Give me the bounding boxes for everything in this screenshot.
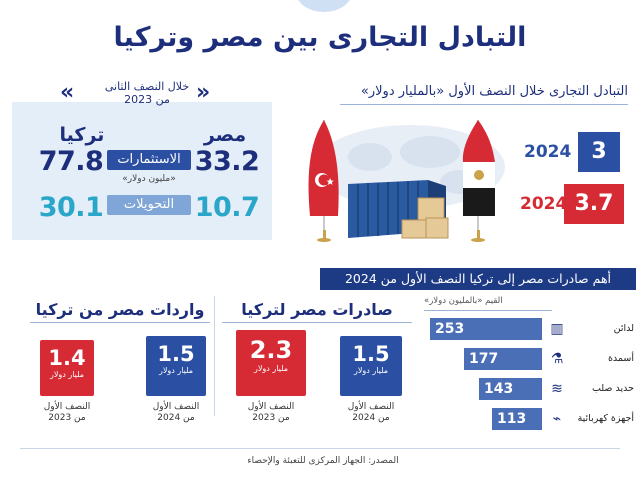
imports-card-2023: 1.4 مليار دولار bbox=[40, 340, 94, 396]
steel-icon: ≋ bbox=[551, 381, 563, 397]
fertilizer-icon: ⚗ bbox=[550, 351, 564, 367]
exports-card-2023-caption-1: النصف الأول bbox=[247, 402, 295, 412]
egypt-transfers-value: 10.7 bbox=[194, 192, 260, 223]
exports-card-2023-unit: مليار دولار bbox=[253, 364, 289, 373]
exports-card-2024-caption-1: النصف الأول bbox=[347, 402, 395, 412]
imports-card-2023-unit: مليار دولار bbox=[49, 370, 85, 379]
first-half-row-2-value: 3.7 bbox=[564, 184, 624, 224]
exports-card-2024-unit: مليار دولار bbox=[353, 366, 389, 375]
export-bar-3-label: حديد صلب bbox=[591, 383, 634, 394]
export-bar-3: 143 bbox=[479, 378, 542, 400]
first-half-divider bbox=[340, 104, 628, 105]
export-bar-2: 177 bbox=[464, 348, 542, 370]
exports-card-2024-caption: النصف الأول من 2024 bbox=[340, 402, 402, 424]
egypt-flag-icon bbox=[462, 120, 495, 242]
imports-card-2024-caption-2: من 2024 bbox=[157, 413, 195, 423]
second-half-heading: خلال النصف الثانى من 2023 bbox=[100, 80, 194, 106]
imports-card-2023-caption-1: النصف الأول bbox=[43, 402, 91, 412]
top-decoration bbox=[296, 0, 352, 12]
turkey-flag-icon bbox=[308, 120, 339, 242]
second-half-heading-line2: من 2023 bbox=[124, 93, 170, 106]
export-bar-1-label: لدائن bbox=[613, 323, 634, 334]
export-bar-1: 253 bbox=[430, 318, 542, 340]
imports-card-2024-unit: مليار دولار bbox=[158, 366, 194, 375]
footer-divider bbox=[20, 448, 620, 449]
exports-card-2023-caption-2: من 2023 bbox=[252, 413, 290, 423]
first-half-row-1-value: 3 bbox=[578, 132, 620, 172]
top-exports-unit-note: القيم «بالمليون دولار» bbox=[424, 296, 503, 306]
page-title: التبادل التجارى بين مصر وتركيا bbox=[113, 22, 527, 53]
imports-card-2023-caption-2: من 2023 bbox=[48, 413, 86, 423]
imports-card-2023-caption: النصف الأول من 2023 bbox=[40, 402, 94, 424]
imports-card-2024-value: 1.5 bbox=[157, 342, 195, 366]
imports-divider bbox=[30, 322, 210, 323]
first-half-row-2-year: 2024 bbox=[520, 194, 568, 214]
exports-card-2023-value: 2.3 bbox=[249, 336, 293, 364]
transfers-pill: التحويلات bbox=[107, 195, 191, 215]
turkey-label: تركيا bbox=[59, 124, 105, 146]
cargo-boxes-icon bbox=[401, 197, 449, 239]
exports-card-2024: 1.5 مليار دولار bbox=[340, 336, 402, 396]
column-divider bbox=[214, 296, 215, 416]
egypt-label: مصر bbox=[203, 124, 247, 146]
export-bar-4-label: أجهزة كهربائية bbox=[577, 413, 634, 424]
appliance-icon: ⌁ bbox=[552, 411, 562, 427]
turkey-investments-value: 77.8 bbox=[38, 146, 104, 177]
exports-card-2024-value: 1.5 bbox=[352, 342, 390, 366]
quote-close-icon: » bbox=[196, 80, 211, 105]
source-text: المصدر: الجهاز المركزى للتعبئة والإحصاء bbox=[247, 456, 399, 466]
investments-unit: «مليون دولار» bbox=[122, 174, 176, 184]
imports-heading: واردات مصر من تركيا bbox=[35, 300, 205, 319]
imports-card-2024-caption-1: النصف الأول bbox=[152, 402, 200, 412]
export-bar-4: 113 bbox=[492, 408, 542, 430]
imports-card-2023-value: 1.4 bbox=[48, 346, 86, 370]
exports-card-2024-caption-2: من 2024 bbox=[352, 413, 390, 423]
imports-card-2024-caption: النصف الأول من 2024 bbox=[146, 402, 206, 424]
trade-illustration bbox=[308, 120, 505, 242]
exports-divider bbox=[222, 322, 412, 323]
investments-pill: الاستثمارات bbox=[107, 150, 191, 170]
turkey-transfers-value: 30.1 bbox=[38, 192, 104, 223]
exports-card-2023-caption: النصف الأول من 2023 bbox=[236, 402, 306, 424]
imports-card-2024: 1.5 مليار دولار bbox=[146, 336, 206, 396]
first-half-row-1-year: 2024 bbox=[524, 142, 572, 162]
export-bar-2-label: أسمدة bbox=[607, 353, 634, 364]
first-half-heading: التبادل التجارى خلال النصف الأول «بالملي… bbox=[360, 84, 628, 99]
first-half-row-2: 2024 3.7 bbox=[520, 184, 624, 224]
quote-open-icon: « bbox=[60, 80, 75, 105]
exports-card-2023: 2.3 مليار دولار bbox=[236, 330, 306, 396]
top-exports-divider bbox=[424, 310, 552, 311]
second-half-heading-line1: خلال النصف الثانى bbox=[104, 80, 190, 93]
top-exports-section-title: أهم صادرات مصر إلى تركيا النصف الأول من … bbox=[320, 268, 636, 290]
first-half-row-1: 2024 3 bbox=[524, 132, 620, 172]
plastic-icon: ▥ bbox=[550, 321, 564, 337]
exports-heading: صادرات مصر لتركيا bbox=[241, 300, 393, 319]
second-half-panel bbox=[12, 102, 272, 240]
egypt-investments-value: 33.2 bbox=[194, 146, 260, 177]
